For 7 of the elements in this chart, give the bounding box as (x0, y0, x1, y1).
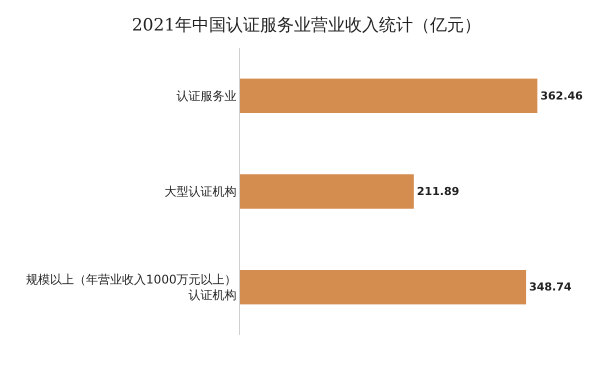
data-label: 348.74 (529, 280, 572, 294)
data-label: 362.46 (540, 89, 584, 102)
y-tick-label: 大型认证机构 (164, 184, 237, 199)
data-label: 211.89 (416, 185, 460, 198)
y-tick-label: 规模以上（年营业收入1000万元以上）认证机构 (26, 272, 237, 302)
y-tick-label: 认证服务业 (176, 89, 237, 104)
chart-title: 2021年中国认证服务业营业收入统计（亿元） (132, 15, 482, 36)
